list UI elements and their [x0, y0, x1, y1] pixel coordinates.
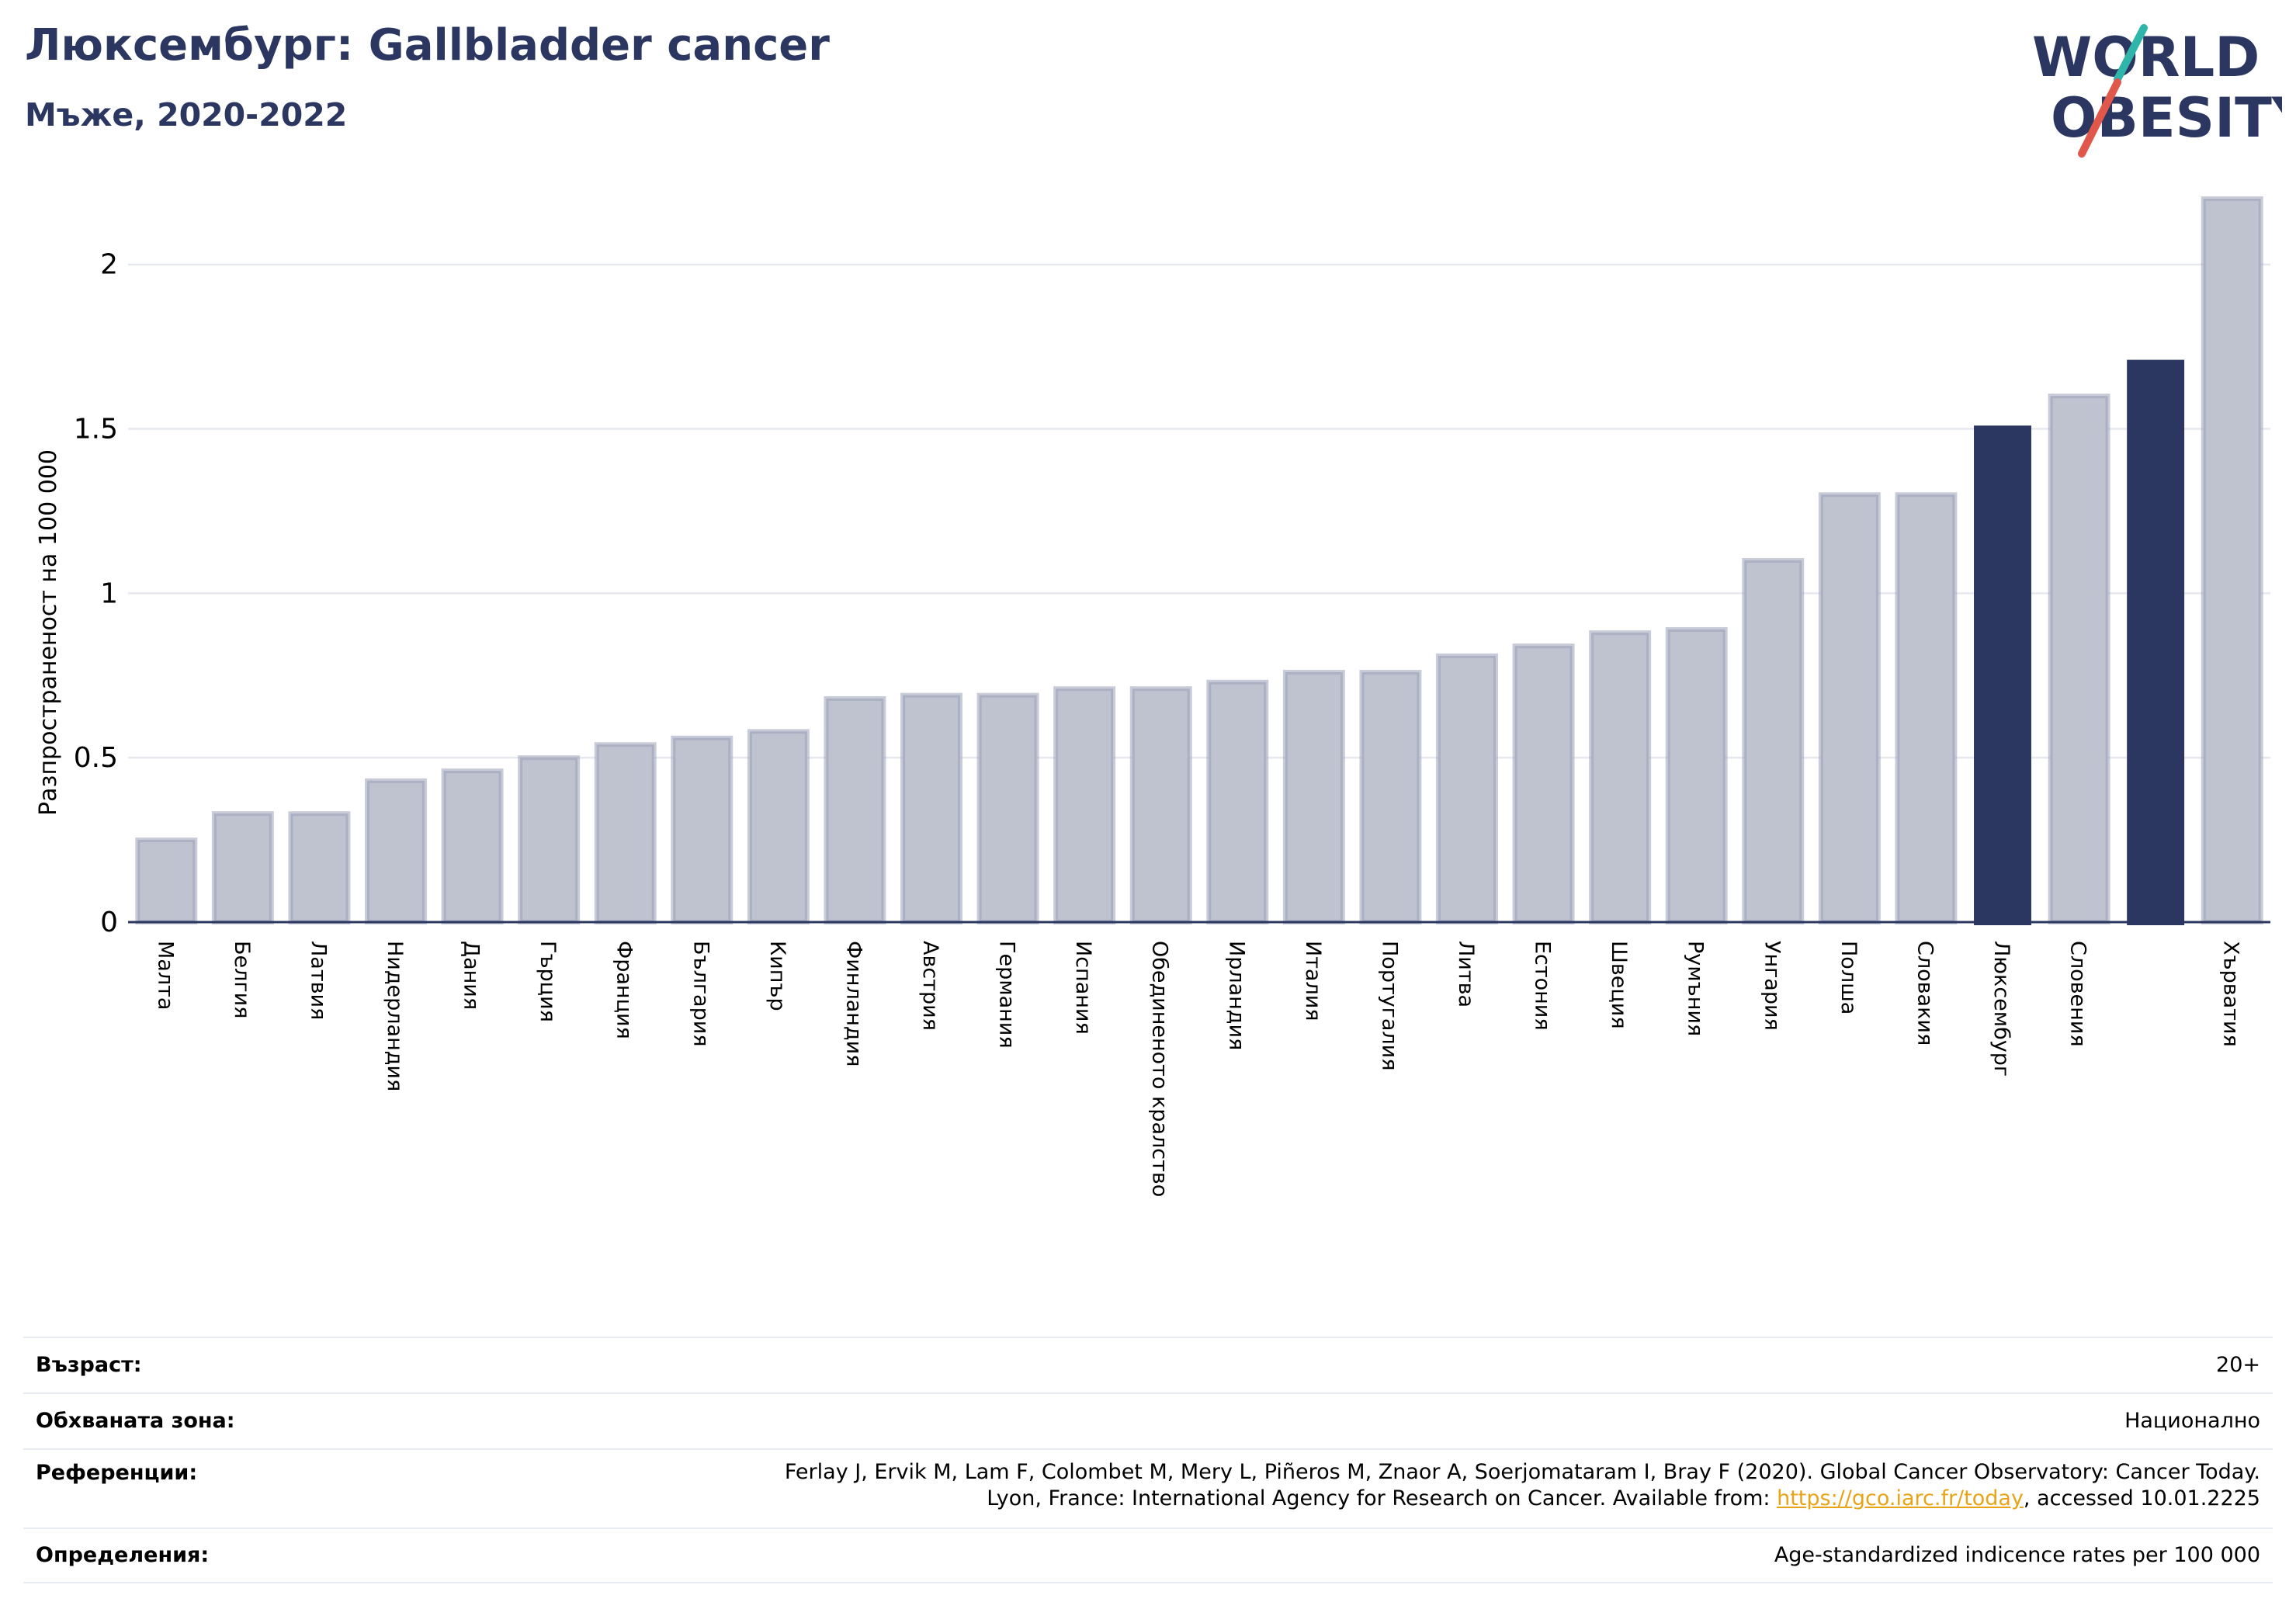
bar: [1129, 686, 1192, 925]
bar: [441, 768, 504, 924]
bar: [288, 811, 351, 924]
bar: [1665, 626, 1728, 924]
bar: [1512, 643, 1575, 924]
bar: [900, 692, 962, 924]
x-tick-label: Латвия: [306, 941, 330, 1020]
world-obesity-logo: WORLD OBESITY: [2032, 24, 2282, 158]
bar-highlighted: [2127, 359, 2185, 926]
y-tick-label: 1: [100, 577, 118, 609]
x-tick-label: България: [688, 941, 713, 1047]
x-tick-label: Гърция: [536, 941, 560, 1022]
x-tick-label: Швеция: [1607, 941, 1631, 1029]
bar: [594, 742, 657, 925]
x-tick-label: Словения: [2066, 941, 2090, 1047]
bar: [747, 729, 810, 924]
info-row-zone: Обхваната зона: Национално: [23, 1392, 2273, 1448]
bar: [211, 811, 274, 924]
bar: [1206, 679, 1269, 925]
bar-highlighted: [1974, 425, 2031, 925]
x-tick-label: Дания: [460, 941, 484, 1010]
y-tick-label: 0.5: [74, 742, 118, 774]
bar: [1282, 670, 1345, 924]
x-tick-label: Португалия: [1377, 941, 1401, 1070]
x-tick-label: Ирландия: [1224, 941, 1248, 1050]
definitions-label: Определения:: [36, 1543, 210, 1567]
age-label: Възраст:: [36, 1353, 142, 1377]
bar: [1742, 558, 1805, 924]
references-value: Ferlay J, Ervik M, Lam F, Colombet M, Me…: [785, 1459, 2260, 1512]
x-tick-label: Нидерландия: [383, 941, 407, 1091]
x-tick-label: Австрия: [918, 941, 942, 1031]
bar: [365, 778, 427, 924]
bars: [135, 196, 2263, 926]
x-tick-label: Унгария: [1760, 941, 1784, 1031]
chart-subtitle: Мъже, 2020-2022: [25, 96, 348, 134]
x-tick-label: Кипър: [765, 941, 789, 1011]
y-tick-label: 2: [100, 249, 118, 281]
definitions-value: Age-standardized indicence rates per 100…: [1774, 1543, 2260, 1567]
info-table: Възраст: 20+ Обхваната зона: Национално …: [23, 1337, 2273, 1583]
references-line-1: Ferlay J, Ervik M, Lam F, Colombet M, Me…: [784, 1460, 2260, 1484]
info-row-references: Референции: Ferlay J, Ervik M, Lam F, Co…: [23, 1448, 2273, 1528]
bar: [2201, 196, 2263, 924]
x-tick-label: Литва: [1454, 941, 1478, 1007]
zone-label: Обхваната зона:: [36, 1409, 235, 1433]
bar: [1359, 670, 1422, 924]
y-tick-label: 1.5: [74, 414, 118, 446]
bar: [824, 695, 886, 924]
bar-chart: Малта Белгия Латвия Нидерландия Дания Гърция Ф…: [35, 196, 2270, 1197]
bar: [1436, 653, 1498, 924]
references-label: Референции:: [36, 1461, 198, 1485]
info-row-age: Възраст: 20+: [23, 1337, 2273, 1392]
x-tick-label: Румъния: [1684, 941, 1708, 1036]
x-tick-label: Франция: [612, 941, 636, 1039]
logo-line-1: WORLD: [2032, 26, 2260, 89]
x-tick-label: Хърватия: [2219, 941, 2243, 1047]
x-tick-label: Полша: [1836, 941, 1861, 1014]
bar: [2048, 394, 2110, 924]
references-line-2-suffix: , accessed 10.01.2225: [2023, 1486, 2260, 1510]
x-tick-label: Люксембург: [1989, 941, 2013, 1077]
x-tick-labels: Малта Белгия Латвия Нидерландия Дания Гърция Ф…: [153, 941, 2242, 1197]
bar: [1818, 492, 1881, 924]
x-tick-label: Испания: [1071, 941, 1095, 1035]
references-line-2-prefix: Lyon, France: International Agency for R…: [987, 1486, 1777, 1510]
references-link[interactable]: https://gco.iarc.fr/today: [1777, 1486, 2024, 1510]
bar: [1053, 686, 1116, 925]
x-tick-label: Германия: [995, 941, 1019, 1049]
x-tick-label: Финландия: [841, 941, 865, 1066]
bar: [518, 755, 581, 924]
x-tick-label: Белгия: [230, 941, 254, 1018]
logo-slash-red: [2078, 78, 2121, 158]
y-tick-label: 0: [100, 907, 118, 938]
chart-title: Люксембург: Gallbladder cancer: [25, 20, 830, 71]
bar: [1895, 492, 1958, 924]
zone-value: Национално: [2124, 1409, 2260, 1433]
bar: [976, 692, 1039, 924]
bar: [671, 735, 734, 924]
y-tick-labels: 0 0.5 1 1.5 2: [74, 249, 118, 938]
bar: [1589, 630, 1652, 924]
x-tick-label: Италия: [1301, 941, 1325, 1021]
bar: [135, 838, 198, 925]
x-tick-label: Малта: [153, 941, 177, 1010]
info-row-definitions: Определения: Age-standardized indicence …: [23, 1528, 2273, 1583]
x-tick-label: Словакия: [1913, 941, 1937, 1046]
y-axis-label: Разпространеност на 100 000: [35, 449, 62, 816]
age-value: 20+: [2216, 1353, 2260, 1377]
logo-slash-teal: [2114, 24, 2148, 83]
x-tick-label: Естония: [1531, 941, 1555, 1031]
x-tick-label: Обединеното кралство: [1148, 941, 1172, 1197]
